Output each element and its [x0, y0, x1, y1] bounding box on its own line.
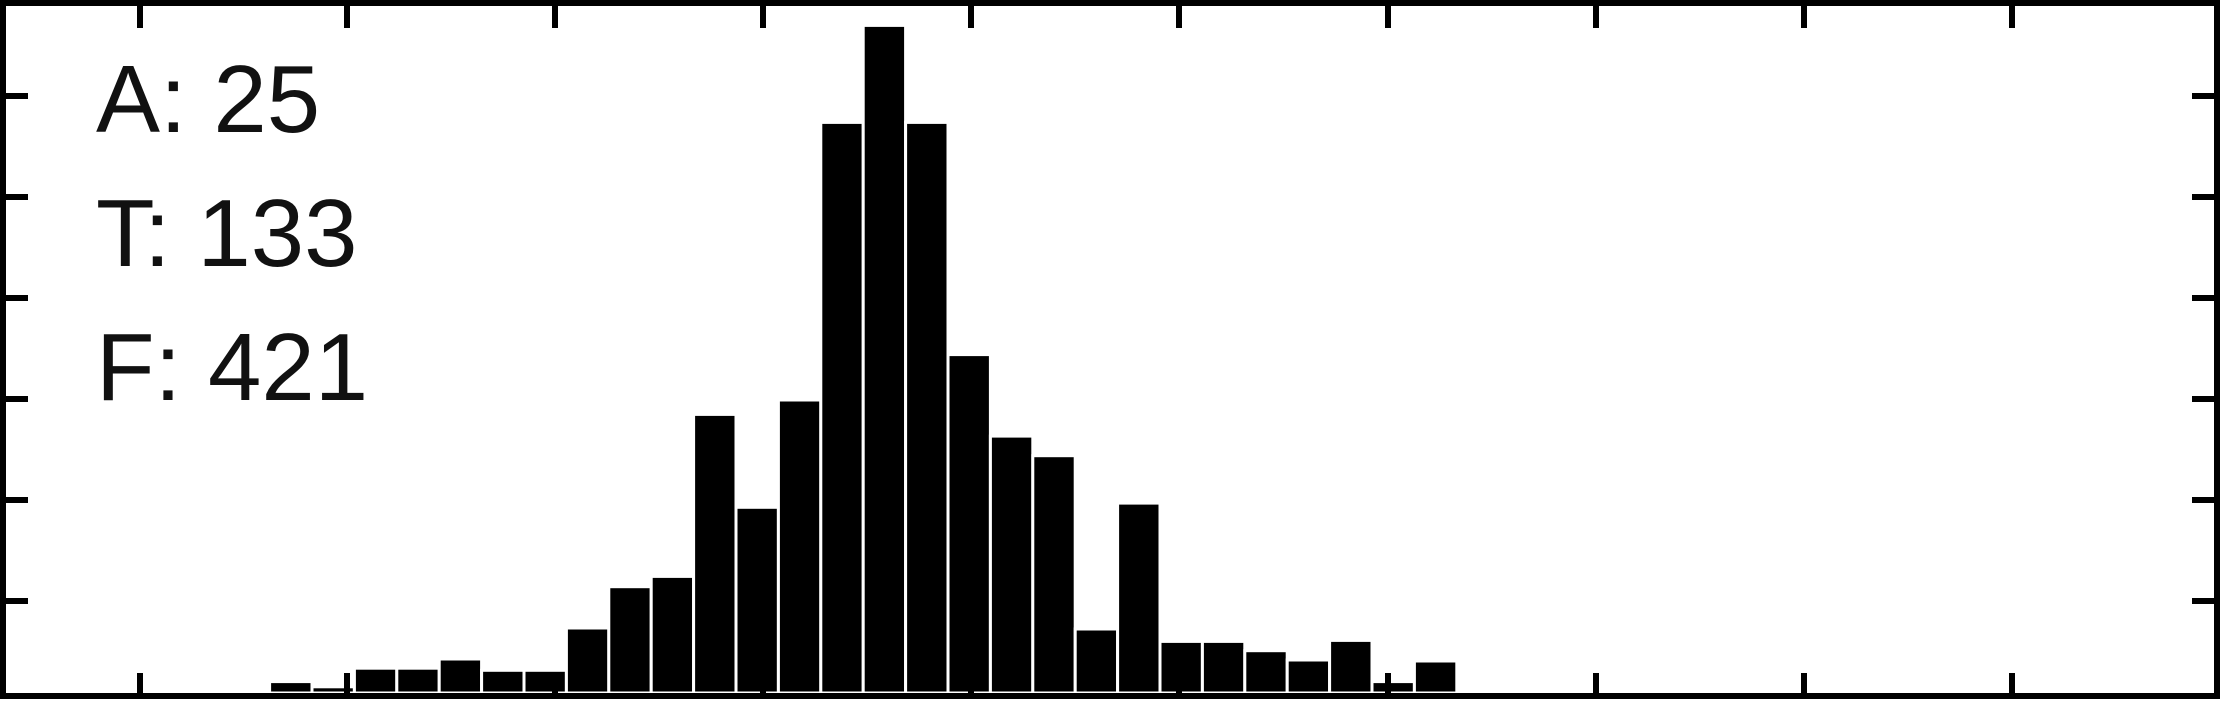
ticks-group: [6, 6, 2214, 693]
histogram-bar: [1116, 501, 1162, 695]
histogram-bar: [904, 120, 950, 695]
histogram-bar: [480, 668, 526, 695]
histogram-bar: [564, 626, 611, 695]
histogram-bar: [607, 585, 653, 695]
histogram-bar: [988, 434, 1035, 695]
histogram-bar: [1370, 680, 1416, 695]
histogram-bar: [1200, 639, 1247, 695]
annotation-t: T: 133: [96, 180, 358, 287]
histogram-bar: [649, 574, 696, 695]
histogram-bar: [1031, 454, 1077, 695]
histogram-bar: [734, 505, 780, 695]
histogram-bar: [1073, 627, 1120, 695]
histogram-bar: [692, 412, 738, 695]
histogram-bar: [1285, 658, 1332, 695]
histogram-bar: [819, 120, 865, 695]
histogram-bar: [1328, 638, 1374, 695]
annotation-f: F: 421: [96, 314, 369, 421]
histogram-bar: [437, 657, 484, 695]
histogram-bar: [352, 666, 399, 695]
histogram-bar: [861, 23, 908, 695]
bars-group: [268, 23, 1459, 695]
histogram-bar: [522, 668, 568, 695]
histogram-bar: [946, 353, 992, 695]
histogram-bar: [395, 666, 441, 695]
histogram-bar: [776, 398, 823, 695]
histogram-bar: [1243, 649, 1289, 695]
annotation-a: A: 25: [96, 46, 321, 153]
histogram-bar: [1412, 659, 1459, 695]
histogram-bar: [268, 680, 314, 695]
